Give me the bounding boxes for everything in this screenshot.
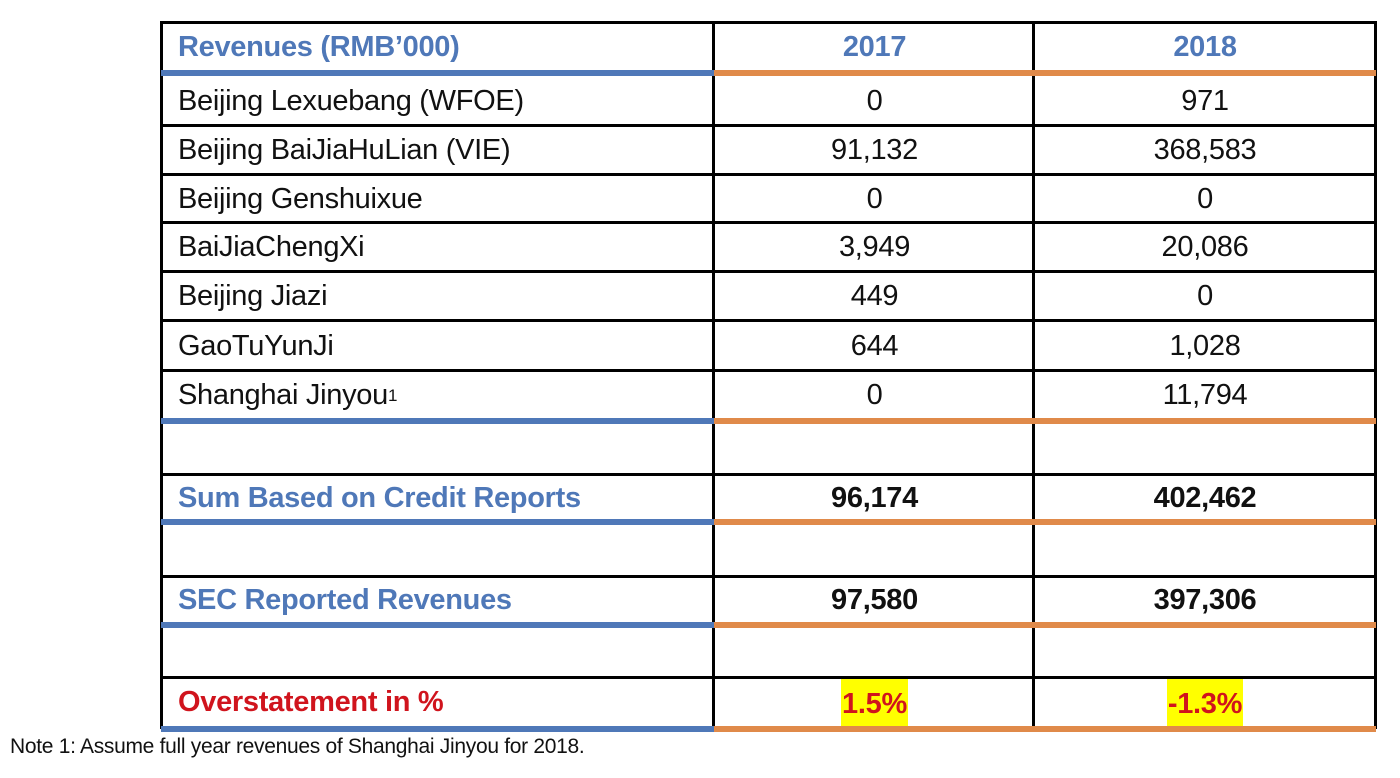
- sec-rule-blue: [161, 622, 714, 628]
- row-value-2018: 368,583: [1153, 134, 1257, 166]
- header-label: Revenues (RMB’000): [178, 30, 460, 63]
- row-divider: [160, 319, 1377, 322]
- overstatement-cell-2018: -1.3%: [1036, 679, 1374, 726]
- row-divider: [160, 473, 1377, 476]
- sec-label: SEC Reported Revenues: [178, 583, 512, 616]
- bottom-rule-orange: [714, 726, 1376, 732]
- row-label: Shanghai Jinyou 1: [178, 379, 398, 411]
- row-label: Beijing Lexuebang (WFOE): [178, 84, 524, 117]
- row-value-2017: 449: [850, 280, 899, 312]
- row-value-2018: 0: [1197, 280, 1213, 312]
- table-left-border: [160, 21, 163, 729]
- header-rule-orange: [714, 70, 1376, 76]
- sum-value-2018: 402,462: [1153, 481, 1257, 514]
- row-divider: [160, 676, 1377, 679]
- row-value-2017: 0: [866, 84, 883, 117]
- overstatement-value-2018: -1.3%: [1166, 679, 1244, 726]
- table-top-border: [160, 21, 1377, 24]
- row-value-2018: 1,028: [1169, 329, 1241, 362]
- sum-value-2017: 96,174: [831, 481, 918, 514]
- sum-rule-blue: [161, 519, 714, 525]
- overstatement-value-2017: 1.5%: [841, 679, 908, 726]
- row-label-text: Shanghai Jinyou: [178, 379, 388, 411]
- row-label: Beijing Genshuixue: [178, 182, 423, 215]
- header-year-2018: 2018: [1173, 30, 1237, 63]
- bottom-rule-blue: [161, 726, 714, 732]
- row-label: Beijing Jiazi: [178, 280, 328, 312]
- row-divider: [160, 221, 1377, 224]
- sum-label: Sum Based on Credit Reports: [178, 481, 581, 514]
- row-divider: [160, 369, 1377, 372]
- table-right-border: [1374, 21, 1377, 729]
- row-value-2018: 971: [1181, 84, 1229, 117]
- sec-rule-orange: [714, 622, 1376, 628]
- row-label: GaoTuYunJi: [178, 329, 334, 362]
- overstatement-cell-2017: 1.5%: [716, 679, 1033, 726]
- column-divider-2018: [1032, 21, 1035, 729]
- column-divider-2017: [712, 21, 715, 729]
- section-rule-orange: [714, 418, 1376, 424]
- sec-value-2017: 97,580: [831, 583, 918, 616]
- row-value-2017: 644: [850, 329, 899, 362]
- row-value-2017: 91,132: [831, 134, 918, 166]
- header-rule-blue: [161, 70, 714, 76]
- row-value-2018: 11,794: [1162, 379, 1248, 411]
- section-rule-blue: [161, 418, 714, 424]
- row-value-2017: 0: [866, 182, 883, 215]
- header-year-2017: 2017: [842, 30, 907, 63]
- sum-rule-orange: [714, 519, 1376, 525]
- row-label: Beijing BaiJiaHuLian (VIE): [178, 134, 511, 166]
- overstatement-label: Overstatement in %: [178, 685, 444, 718]
- sec-value-2018: 397,306: [1153, 583, 1257, 616]
- footnote: Note 1: Assume full year revenues of Sha…: [10, 735, 585, 758]
- row-divider: [160, 270, 1377, 273]
- row-label: BaiJiaChengXi: [178, 231, 365, 263]
- row-value-2017: 0: [866, 379, 883, 411]
- row-divider: [160, 173, 1377, 176]
- row-value-2017: 3,949: [838, 231, 911, 263]
- row-divider: [160, 124, 1377, 127]
- row-value-2018: 20,086: [1161, 231, 1249, 263]
- row-value-2018: 0: [1197, 182, 1213, 215]
- row-divider: [160, 575, 1377, 578]
